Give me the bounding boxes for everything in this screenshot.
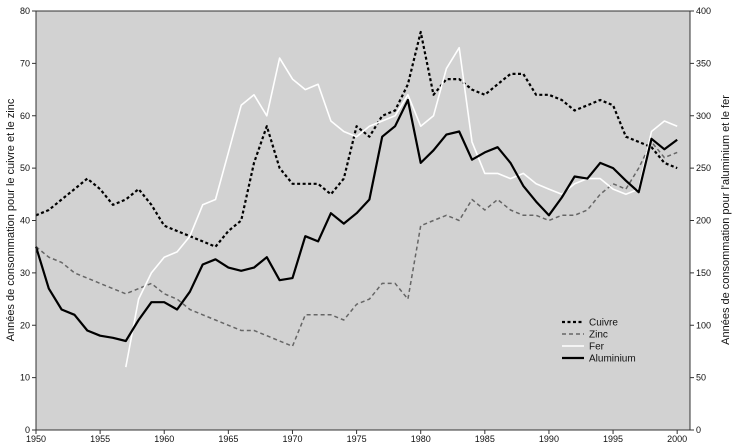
y-axis-right: 0 50 100 150 200 250 300 350 400 — [690, 6, 711, 435]
x-tick-label: 1985 — [475, 434, 495, 444]
y-left-tick-label: 70 — [20, 58, 30, 68]
y-axis-right-title: Années de consommation pour l'aluminium … — [720, 95, 732, 345]
y-right-tick-label: 100 — [696, 320, 711, 330]
y-left-tick-label: 50 — [20, 163, 30, 173]
y-left-tick-label: 20 — [20, 320, 30, 330]
series-line-aluminium — [34, 98, 678, 343]
series-layer — [34, 30, 678, 368]
y-right-tick-label: 0 — [696, 425, 701, 435]
legend-label-zinc: Zinc — [589, 330, 608, 341]
x-tick-label: 1955 — [90, 434, 110, 444]
plot-background — [36, 11, 690, 430]
y-right-tick-label: 350 — [696, 58, 711, 68]
y-right-tick-label: 300 — [696, 111, 711, 121]
y-left-tick-label: 40 — [20, 216, 30, 226]
y-right-tick-label: 400 — [696, 6, 711, 16]
x-tick-label: 1965 — [218, 434, 238, 444]
y-right-tick-label: 150 — [696, 268, 711, 278]
x-tick-label: 1975 — [347, 434, 367, 444]
legend-label-fer: Fer — [589, 342, 605, 353]
x-tick-label: 1960 — [154, 434, 174, 444]
x-tick-label: 1995 — [603, 434, 623, 444]
y-left-tick-label: 0 — [25, 425, 30, 435]
x-axis: 1950 1955 1960 1965 1970 1975 1980 1985 1990 1995… — [26, 430, 687, 444]
y-axis-left: 0 10 20 30 40 50 60 70 80 — [20, 6, 36, 435]
series-line-cuivre — [35, 30, 678, 248]
y-left-tick-label: 80 — [20, 6, 30, 16]
x-tick-label: 1980 — [411, 434, 431, 444]
y-left-tick-label: 10 — [20, 373, 30, 383]
y-axis-left-title: Années de consommation pour le cuivre et… — [5, 98, 17, 341]
y-right-tick-label: 200 — [696, 216, 711, 226]
x-tick-label: 1990 — [539, 434, 559, 444]
y-right-tick-label: 50 — [696, 373, 706, 383]
legend-label-cuivre: Cuivre — [589, 318, 618, 329]
y-left-tick-label: 60 — [20, 111, 30, 121]
y-right-tick-label: 250 — [696, 163, 711, 173]
legend-label-aluminium: Aluminium — [589, 354, 636, 365]
x-tick-label: 1970 — [282, 434, 302, 444]
series-line-fer — [125, 46, 678, 368]
y-left-tick-label: 30 — [20, 268, 30, 278]
x-tick-label: 1950 — [26, 434, 46, 444]
x-tick-label: 2000 — [667, 434, 687, 444]
series-line-zinc — [35, 141, 678, 347]
